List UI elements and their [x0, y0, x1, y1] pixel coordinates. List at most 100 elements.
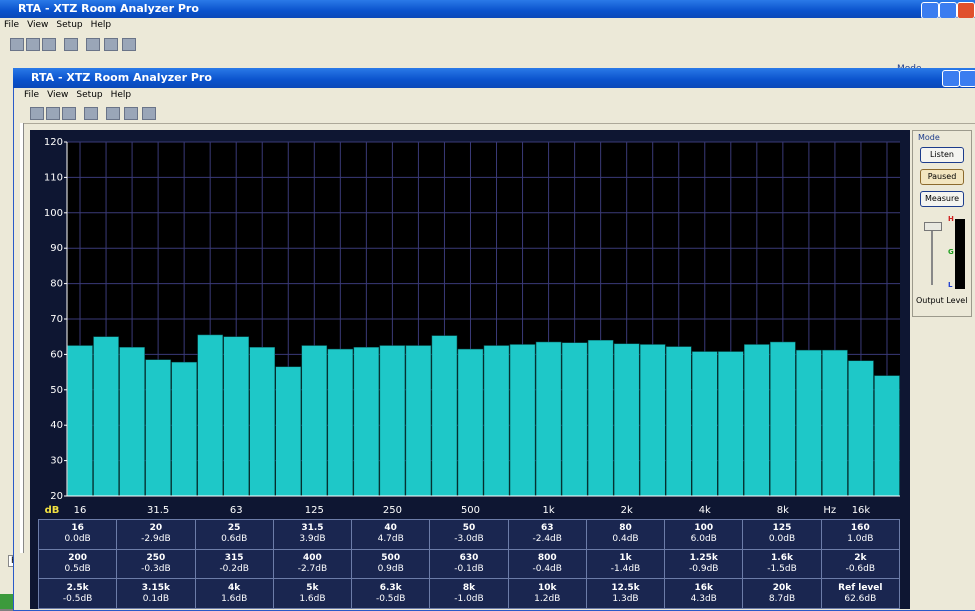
band-label: 31.5 [301, 523, 324, 534]
bar [483, 345, 510, 497]
band-label: 250 [146, 552, 166, 563]
child-window-title: RTA - XTZ Room Analyzer Pro [31, 71, 212, 84]
bar [93, 336, 119, 497]
tool-icon[interactable] [142, 107, 156, 120]
y-tick-label: 80 [50, 279, 63, 290]
band-label: 4k [228, 582, 241, 593]
paused-button[interactable]: Paused [920, 169, 964, 185]
band-label: 80 [619, 523, 632, 534]
y-tick-label: 50 [50, 385, 63, 396]
restore[interactable] [939, 2, 957, 19]
tool-icon[interactable] [46, 107, 60, 120]
band-value: 4.3dB [690, 593, 717, 604]
x-tick-label: 8k [777, 505, 789, 516]
mode-title: Mode [918, 133, 940, 142]
tool-icon[interactable] [10, 38, 24, 51]
tool-icon[interactable] [64, 38, 78, 51]
band-value: 4.7dB [377, 534, 404, 545]
bar [692, 351, 718, 497]
band-label: 125 [772, 523, 792, 534]
bar [744, 344, 770, 497]
menu-item[interactable]: Setup [76, 90, 103, 100]
restore[interactable] [959, 70, 975, 87]
tool-icon[interactable] [124, 107, 138, 120]
bar [275, 366, 302, 497]
tool-icon[interactable] [106, 107, 120, 120]
band-value: -3.0dB [454, 534, 484, 545]
band-cell: 1k -1.4dB [585, 548, 666, 580]
band-label: 315 [224, 552, 244, 563]
band-label: 12.5k [611, 582, 640, 593]
band-label: 1.6k [771, 552, 793, 563]
band-value: 62.6dB [844, 593, 877, 604]
bar [353, 347, 380, 497]
listen-button[interactable]: Listen [920, 147, 964, 163]
band-label: 8k [462, 582, 476, 593]
band-value: -1.0dB [454, 593, 484, 604]
bar [509, 344, 536, 497]
menu-item[interactable]: File [4, 20, 20, 30]
minimize[interactable] [942, 70, 960, 87]
bar [327, 348, 354, 497]
x-unit: Hz [823, 505, 836, 516]
band-label: 6.3k [379, 582, 402, 593]
output-level-label: Output Level [916, 296, 968, 305]
band-label: 16k [694, 582, 714, 593]
close[interactable] [957, 2, 975, 19]
band-cell: Ref level 62.6dB [820, 578, 901, 609]
menu-item[interactable]: Setup [56, 20, 83, 30]
y-tick-label: 30 [50, 456, 63, 467]
mode-panel: Mode Listen Paused Measure H G L Output … [912, 130, 972, 317]
minimize[interactable] [921, 2, 939, 19]
band-value: -0.6dB [845, 563, 876, 574]
tool-icon[interactable] [122, 38, 136, 51]
band-cell: 1.6k -1.5dB [742, 548, 822, 580]
band-label: 1k [619, 552, 632, 563]
tool-icon[interactable] [30, 107, 44, 120]
band-cell: 4k 1.6dB [194, 578, 274, 609]
measure-button[interactable]: Measure [920, 191, 964, 207]
band-value: -2.9dB [141, 534, 171, 545]
window-title: RTA - XTZ Room Analyzer Pro [18, 2, 199, 15]
band-cell: 200 0.5dB [37, 548, 118, 580]
band-cell: 80 0.4dB [585, 519, 666, 550]
band-cell: 5k 1.6dB [272, 578, 353, 609]
band-value: 0.4dB [612, 534, 639, 545]
band-table: 16 0.0dB 20 -2.9dB 25 0.6dB 31.5 3.9dB 40 4.7dB 50… [37, 519, 901, 609]
band-cell: 25 0.6dB [194, 519, 274, 550]
menu-item[interactable]: Help [90, 20, 112, 30]
meter-label: H [948, 215, 954, 223]
band-cell: 20 -2.9dB [116, 519, 196, 550]
band-cell: 100 6.0dB [664, 519, 744, 550]
table-row: 200 0.5dB 250 -0.3dB 315 -0.2dB 400 -2.7dB 500 0.… [37, 548, 901, 580]
band-cell: 2.5k -0.5dB [37, 578, 118, 609]
tool-icon[interactable] [104, 38, 118, 51]
band-label: 500 [381, 552, 401, 563]
slider-thumb[interactable] [924, 222, 942, 231]
menu-bar: File View Setup Help [20, 88, 975, 103]
band-value: -2.4dB [532, 534, 562, 545]
menu-item[interactable]: View [47, 90, 69, 100]
tool-icon[interactable] [62, 107, 76, 120]
band-label: 40 [384, 523, 397, 534]
tool-icon[interactable] [84, 107, 98, 120]
band-cell: 315 -0.2dB [194, 548, 274, 580]
tool-icon[interactable] [86, 38, 100, 51]
band-value: -0.1dB [454, 563, 484, 574]
band-cell: 6.3k -0.5dB [351, 578, 431, 609]
band-value: 1.0dB [847, 534, 874, 545]
tool-icon[interactable] [26, 38, 40, 51]
band-value: 6.0dB [690, 534, 717, 545]
level-meter [955, 219, 965, 289]
tool-icon[interactable] [42, 38, 56, 51]
band-value: -0.5dB [375, 593, 406, 604]
menu-item[interactable]: View [27, 20, 49, 30]
band-value: -0.2dB [219, 563, 249, 574]
meter-label: G [948, 248, 954, 256]
menu-item[interactable]: File [24, 90, 40, 100]
x-tick-label: 1k [543, 505, 555, 516]
meter-label: L [948, 281, 953, 289]
band-cell: 250 -0.3dB [116, 548, 196, 580]
x-tick-label: 125 [305, 505, 324, 516]
menu-item[interactable]: Help [110, 90, 132, 100]
